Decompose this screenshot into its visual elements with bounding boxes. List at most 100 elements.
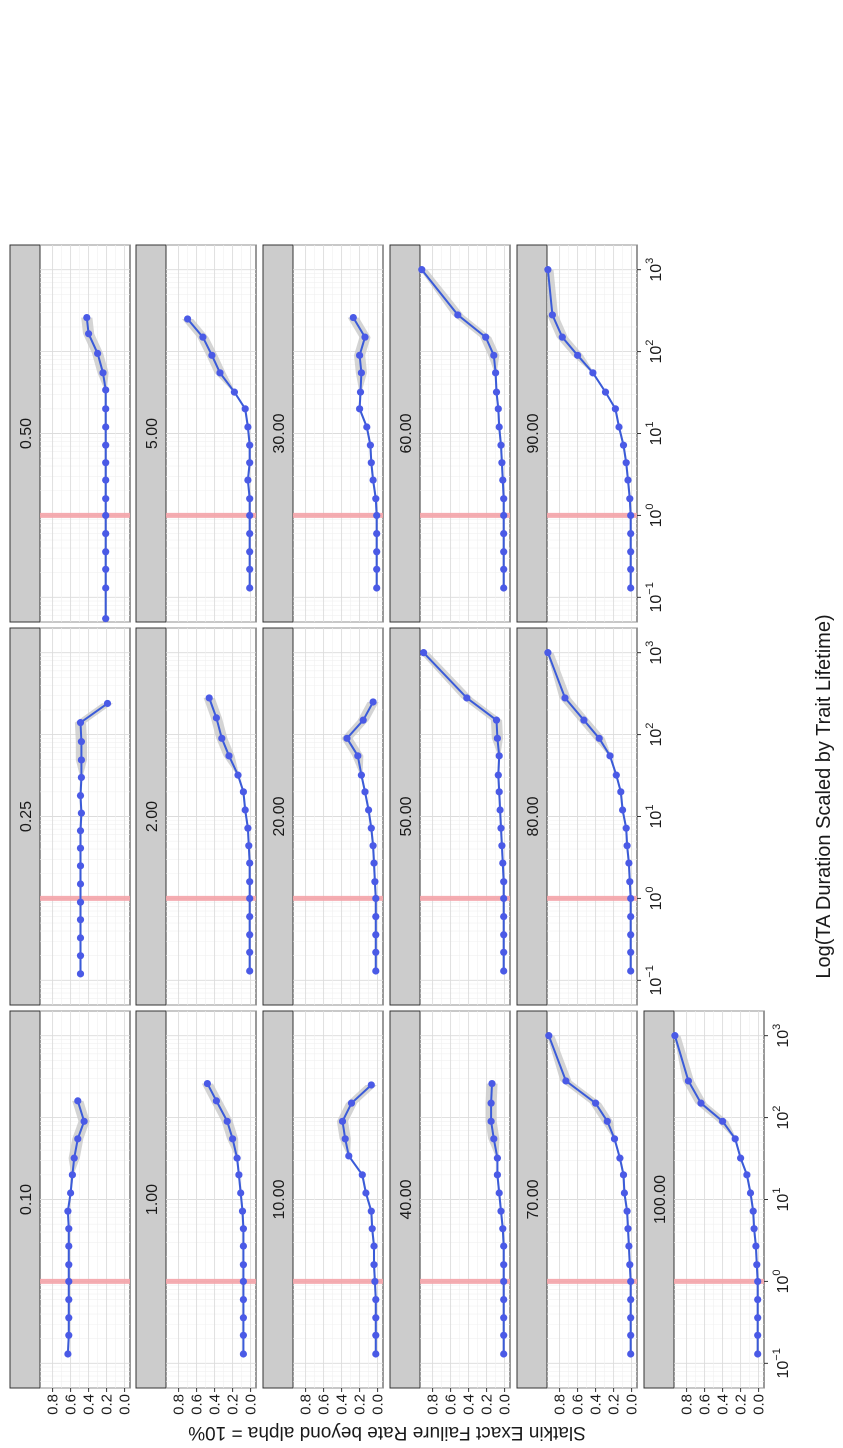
data-point bbox=[246, 548, 254, 556]
data-point bbox=[754, 1331, 762, 1339]
data-point bbox=[372, 1314, 380, 1322]
panel-80.00: 80.00 bbox=[516, 627, 638, 1006]
data-point bbox=[65, 1242, 73, 1250]
data-point bbox=[454, 311, 462, 319]
panel-100.00: 100.00 bbox=[643, 1010, 765, 1389]
y-tick-label: 0.2 bbox=[606, 1394, 623, 1415]
panel-0.50: 0.50 bbox=[9, 244, 131, 623]
data-point bbox=[498, 459, 506, 467]
data-point bbox=[731, 1135, 739, 1143]
data-point bbox=[500, 548, 508, 556]
data-point bbox=[246, 495, 254, 503]
data-point bbox=[356, 388, 365, 396]
data-point bbox=[625, 1242, 633, 1250]
data-point bbox=[368, 1225, 376, 1233]
data-point bbox=[592, 1099, 600, 1107]
data-point bbox=[76, 719, 85, 727]
data-point bbox=[372, 1350, 380, 1358]
facet-label: 50.00 bbox=[398, 796, 415, 836]
data-point bbox=[102, 548, 110, 556]
data-point bbox=[357, 771, 365, 779]
data-point bbox=[612, 771, 620, 779]
data-point bbox=[370, 1242, 378, 1250]
data-point bbox=[548, 311, 557, 319]
data-point bbox=[365, 806, 373, 814]
facet-label: 80.00 bbox=[525, 796, 542, 836]
data-point bbox=[500, 529, 508, 538]
panel-0.25: 0.25 bbox=[9, 627, 131, 1006]
data-point bbox=[420, 649, 428, 657]
data-point bbox=[102, 405, 110, 413]
data-point bbox=[492, 369, 500, 377]
data-point bbox=[627, 511, 635, 520]
data-point bbox=[619, 441, 628, 449]
data-point bbox=[65, 1314, 73, 1322]
data-point bbox=[493, 1154, 501, 1162]
y-tick-label: 0.0 bbox=[117, 1394, 134, 1415]
data-point bbox=[239, 1295, 247, 1304]
data-point bbox=[494, 405, 502, 413]
data-point bbox=[589, 369, 597, 377]
data-point bbox=[617, 788, 625, 796]
data-point bbox=[244, 476, 252, 484]
data-point bbox=[749, 1207, 757, 1215]
data-point bbox=[239, 1277, 247, 1286]
y-tick-label: 0.0 bbox=[624, 1394, 641, 1415]
data-point bbox=[99, 369, 107, 377]
data-point bbox=[347, 1099, 356, 1107]
data-point bbox=[627, 529, 635, 538]
data-point bbox=[76, 880, 85, 888]
data-point bbox=[65, 1295, 73, 1304]
data-point bbox=[545, 1032, 553, 1040]
data-point bbox=[103, 699, 112, 708]
data-point bbox=[65, 1225, 73, 1233]
data-point bbox=[246, 859, 254, 867]
data-point bbox=[246, 459, 254, 467]
data-point bbox=[623, 842, 631, 850]
data-point bbox=[754, 1277, 762, 1286]
data-point bbox=[499, 476, 507, 484]
data-point bbox=[367, 824, 375, 832]
y-tick-label: 0.8 bbox=[679, 1394, 696, 1415]
panel-5.00: 5.00 bbox=[135, 244, 257, 623]
data-point bbox=[85, 330, 93, 338]
data-point bbox=[500, 1242, 508, 1250]
panel-1.00: 1.00 bbox=[135, 1010, 257, 1389]
data-point bbox=[357, 369, 365, 377]
series-line bbox=[79, 702, 109, 974]
data-point bbox=[370, 1261, 378, 1269]
data-point bbox=[216, 369, 224, 377]
data-point bbox=[372, 912, 380, 921]
data-point bbox=[68, 1171, 77, 1179]
data-point bbox=[601, 388, 610, 396]
data-point bbox=[562, 1077, 570, 1085]
data-point bbox=[372, 948, 380, 956]
data-point bbox=[627, 1314, 635, 1322]
data-point bbox=[496, 806, 504, 814]
data-point bbox=[64, 1207, 72, 1215]
y-tick-label: 0.4 bbox=[461, 1394, 478, 1415]
data-point bbox=[372, 1331, 380, 1339]
data-point bbox=[246, 878, 254, 886]
x-tick-label: 103 bbox=[771, 1024, 792, 1048]
panel-90.00: 90.00 bbox=[516, 244, 638, 623]
data-point bbox=[229, 1135, 237, 1143]
data-point bbox=[80, 1117, 88, 1125]
data-point bbox=[367, 1207, 375, 1215]
facet-label: 70.00 bbox=[525, 1179, 542, 1219]
y-tick-label: 0.0 bbox=[497, 1394, 514, 1415]
data-point bbox=[627, 967, 635, 975]
data-point bbox=[493, 734, 501, 742]
data-point bbox=[497, 441, 505, 449]
x-tick-label: 101 bbox=[771, 1188, 792, 1212]
data-point bbox=[497, 1207, 505, 1215]
data-point bbox=[373, 511, 381, 520]
data-point bbox=[64, 1350, 72, 1358]
data-point bbox=[76, 827, 85, 835]
series-line bbox=[186, 318, 251, 588]
data-point bbox=[373, 548, 381, 556]
data-point bbox=[627, 548, 635, 556]
data-point bbox=[356, 405, 364, 413]
data-point bbox=[367, 459, 375, 467]
